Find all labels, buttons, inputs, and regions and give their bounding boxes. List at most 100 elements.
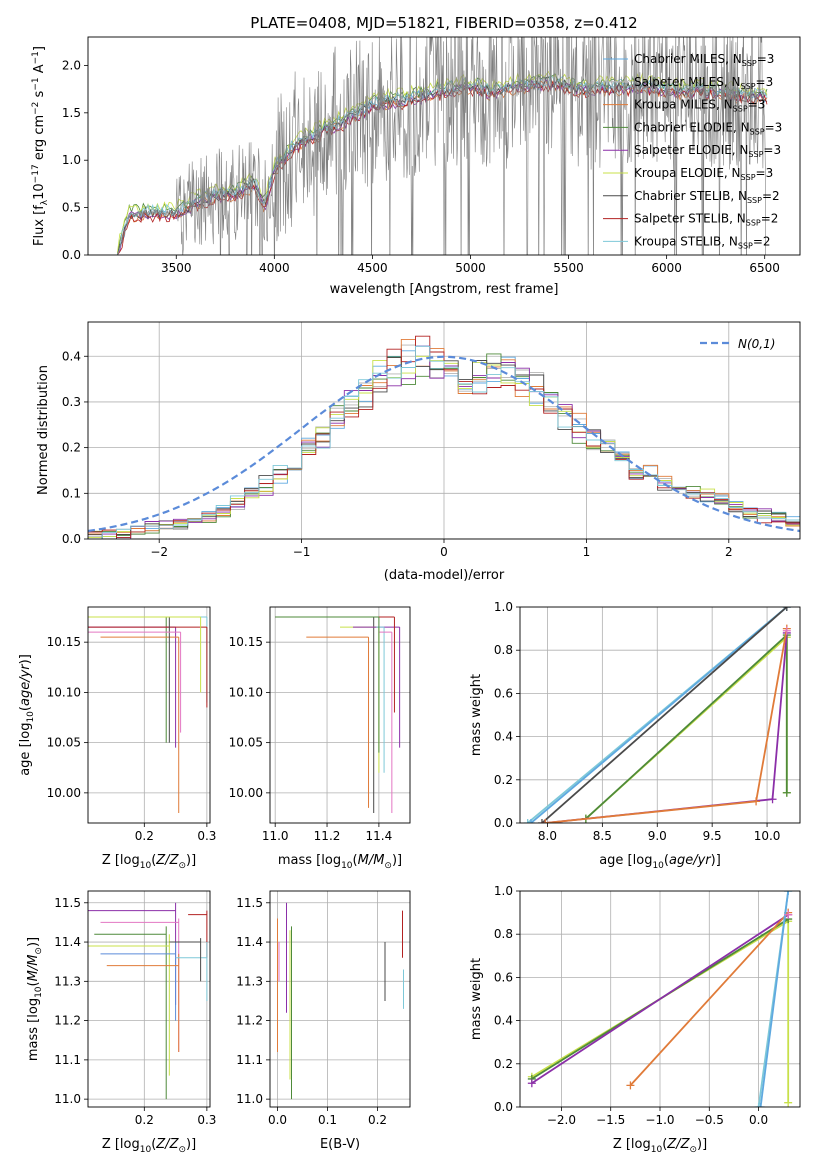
x-axis-label-part: ⊙: [689, 1145, 697, 1155]
weight-line: [545, 632, 788, 823]
axes-frame: [269, 890, 411, 1108]
legend-label-part: =3: [763, 143, 781, 157]
x-axis-label-part: Z/Z: [155, 1137, 179, 1152]
legend-label-part: Salpeter ELODIE, N: [634, 143, 748, 157]
plot-area-weight-vs-Z: [520, 891, 800, 1107]
weight-marker: [784, 891, 793, 895]
x-axis-label: Z [log10(Z/Z⊙)]: [102, 853, 196, 871]
x-axis-label-part: (: [151, 853, 156, 868]
legend-label-part: Kroupa ELODIE, N: [634, 166, 741, 180]
legend-label: Chabrier ELODIE, NSSP=3: [634, 120, 782, 136]
weight-marker: [523, 819, 532, 823]
y-axis-label-part: ]: [32, 46, 47, 51]
x-tick-label: 4500: [357, 261, 388, 275]
x-tick-label: −1: [293, 545, 311, 559]
weight-marker: [782, 788, 791, 797]
x-axis-label-part: Z/Z: [155, 853, 179, 868]
x-axis-label-part: )]: [186, 1137, 196, 1152]
y-tick-label: 1.0: [494, 600, 513, 614]
y-axis-label-part: )]: [18, 654, 33, 664]
x-axis-label-part: ⊙: [384, 861, 392, 871]
x-axis-label: wavelength [Angstrom, rest frame]: [330, 282, 559, 297]
weight-marker: [626, 1081, 635, 1090]
weight-marker: [537, 819, 546, 823]
legend-label-part: =2: [753, 234, 771, 248]
x-axis-label-part: 10: [652, 861, 664, 871]
legend-label-part: Salpeter STELIB, N: [634, 212, 746, 226]
x-axis-label-part: age/yr: [669, 853, 712, 868]
panel-mass-vs-EBV: 0.0 0.1 0.2 11.0 11.1 11.2 11.3 11.4 11.5 E(B-V): [236, 890, 411, 1152]
y-tick-label: 1.0: [494, 884, 513, 898]
panel-weight-vs-Z: −2.0 −1.5 −1.0 −0.5 0.0 0.0 0.2 0.4 0.6 0.8 1.0 Z […: [469, 884, 801, 1155]
x-axis-label-part: (: [151, 1137, 156, 1152]
x-axis-label-part: (: [662, 1137, 667, 1152]
x-tick-label: 0.0: [749, 1113, 768, 1127]
axes-frame: [87, 36, 801, 256]
y-axis-label-part: 10: [26, 711, 36, 723]
y-tick-label: 10.05: [229, 736, 263, 750]
y-tick-label: 11.1: [236, 1053, 263, 1067]
legend-label-part: Chabrier ELODIE, N: [634, 120, 750, 134]
y-axis-label: Normed distribution: [36, 365, 51, 495]
y-axis-label-part: (: [18, 706, 33, 711]
x-tick-label: 0.3: [197, 1113, 216, 1127]
y-tick-label: 11.5: [54, 896, 81, 910]
x-tick-label: 8.5: [593, 829, 612, 843]
y-tick-label: 11.0: [54, 1092, 81, 1106]
x-tick-label: 0.1: [318, 1113, 337, 1127]
y-tick-label: 1.0: [62, 153, 81, 167]
y-axis-label-part: )]: [26, 937, 41, 947]
axes-frame: [519, 890, 801, 1108]
x-tick-label: 5000: [455, 261, 486, 275]
y-axis-label-part: M/M: [26, 955, 41, 982]
legend-label-part: SSP: [738, 241, 753, 250]
plot-area-age-vs-mass: [270, 607, 410, 823]
y-tick-label: 0.0: [62, 248, 81, 262]
x-axis-label: Z [log10(Z/Z⊙)]: [613, 1137, 707, 1155]
y-tick-label: 11.0: [236, 1092, 263, 1106]
x-tick-label: −0.5: [695, 1113, 724, 1127]
y-axis-label: mass weight: [469, 958, 484, 1040]
x-axis-label-part: 10: [140, 861, 152, 871]
x-axis-label-part: (: [353, 853, 358, 868]
y-axis-label: mass weight: [469, 674, 484, 756]
x-axis-label: age [log10(age/yr)]: [599, 853, 721, 871]
gaussian-curve: [88, 355, 800, 533]
x-tick-label: 5500: [553, 261, 584, 275]
x-tick-label: 2: [725, 545, 733, 559]
y-tick-label: 2.0: [62, 58, 81, 72]
legend-label: Kroupa ELODIE, NSSP=3: [634, 166, 773, 182]
weight-line: [629, 911, 789, 1087]
x-tick-label: 6500: [749, 261, 780, 275]
plot-area-mass-vs-EBV: [270, 891, 410, 1107]
y-tick-label: 1.5: [62, 106, 81, 120]
y-tick-label: 11.4: [54, 935, 81, 949]
plot-area-spectrum: [117, 37, 768, 255]
weight-marker: [784, 1098, 793, 1107]
legend-label-part: Kroupa STELIB, N: [634, 234, 738, 248]
y-axis-label: age [log10(age/yr)]: [18, 654, 36, 776]
weight-line: [585, 633, 788, 820]
weight-marker: [782, 607, 791, 611]
legend-label: Kroupa STELIB, NSSP=2: [634, 234, 771, 250]
legend-label-part: SSP: [741, 173, 756, 182]
legend-label-part: SSP: [733, 105, 748, 114]
legend-label: Salpeter STELIB, NSSP=2: [634, 212, 778, 228]
panel-residuals: −2 −1 0 1 2 0.0 0.1 0.2 0.3 0.4 N(0,1) (data-model)…: [36, 321, 801, 583]
data-spectrum: [117, 37, 766, 255]
y-tick-label: 10.15: [47, 635, 81, 649]
y-axis-label-part: ⊙: [34, 947, 44, 955]
legend-label-part: =3: [757, 52, 775, 66]
y-axis-label-part: (: [26, 981, 41, 986]
legend-label-part: Chabrier STELIB, N: [634, 189, 747, 203]
y-axis-label-part: mass [log: [26, 998, 41, 1061]
x-tick-label: 0.2: [135, 829, 154, 843]
legend-label-part: SSP: [741, 82, 756, 91]
y-axis-label-part: s: [32, 90, 47, 101]
y-axis-label-part: age [log: [18, 723, 33, 776]
x-axis-label-part: )]: [392, 853, 402, 868]
y-tick-label: 0.4: [62, 349, 81, 363]
x-axis-label-part: )]: [711, 853, 721, 868]
y-tick-label: 11.5: [236, 896, 263, 910]
